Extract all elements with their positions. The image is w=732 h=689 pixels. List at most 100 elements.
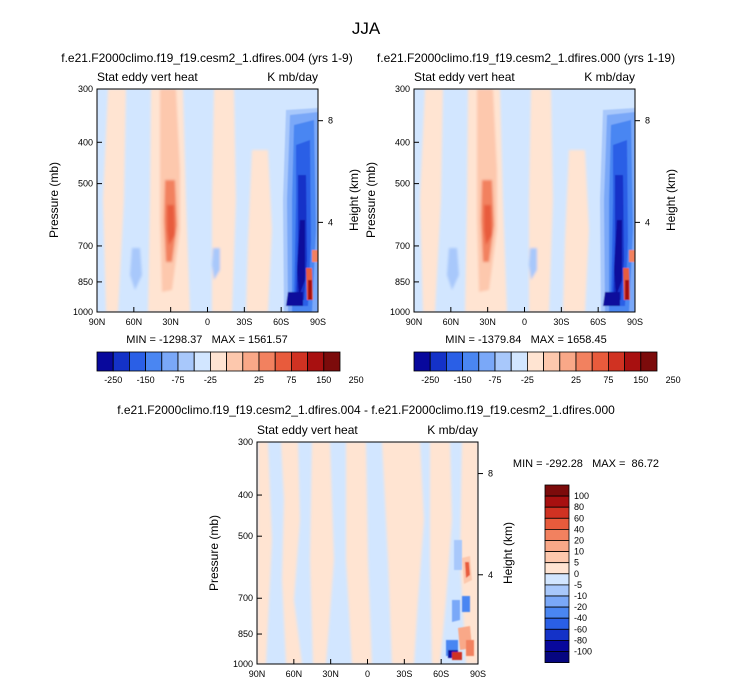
- panel-3-warm-patch-4: [452, 652, 462, 660]
- colorbar-box: [429, 351, 447, 372]
- panel-1-hot-spot-3: [312, 250, 318, 262]
- panel-1-title: f.e21.F2000climo.f19_f19.cesm2_1.dfires.…: [61, 51, 352, 65]
- y-tick-label: 400: [238, 490, 253, 500]
- y-tick-label: 300: [395, 84, 410, 94]
- panel-1-warm-plume-peak: [167, 205, 175, 245]
- y-tick-label: 500: [395, 179, 410, 189]
- panel-2-cool-patch-north: [447, 248, 459, 290]
- panel-1-warm-band-west: [103, 89, 126, 312]
- x-tick-label: 30N: [162, 317, 179, 327]
- colorbar-label: 250: [349, 375, 364, 385]
- y-tick-label: 300: [238, 437, 253, 447]
- colorbar-label: 150: [316, 375, 331, 385]
- panel-3-warm-strip-2: [281, 442, 302, 664]
- colorbar-label: 80: [574, 502, 584, 512]
- colorbar-box: [177, 351, 195, 372]
- panel-3-title: f.e21.F2000climo.f19_f19.cesm2_1.dfires.…: [117, 403, 615, 417]
- colorbar-label: -25: [204, 375, 217, 385]
- colorbar-box: [494, 351, 512, 372]
- colorbar-label: -10: [574, 591, 587, 601]
- colorbar-box: [209, 351, 227, 372]
- colorbar-box: [544, 506, 570, 519]
- colorbar-box: [544, 584, 570, 597]
- colorbar-label: -75: [171, 375, 184, 385]
- colorbar-box: [290, 351, 308, 372]
- panel-3-warm-strip-5: [382, 442, 424, 664]
- panel-2-cold-region-7: [603, 292, 620, 306]
- panel-2-cool-patch-tropics: [529, 248, 537, 280]
- panel-2-hot-spot-2: [625, 280, 629, 300]
- colorbar-box: [527, 351, 545, 372]
- y-tick-label: 850: [395, 277, 410, 287]
- panel-2-y-axis: 300 400 500 700 850 1000: [390, 84, 419, 317]
- colorbar-label: -250: [421, 375, 439, 385]
- panel-1-colorbar: -250 -150 -75 -25 25 75 150 250: [96, 351, 364, 385]
- colorbar-label: -5: [574, 580, 582, 590]
- x-tick-label: 90S: [627, 317, 643, 327]
- x-tick-label: 90S: [470, 669, 486, 679]
- colorbar-box: [226, 351, 244, 372]
- panel-1-y-axis: 300 400 500 700 850 1000: [73, 84, 102, 317]
- colorbar-box: [544, 573, 570, 586]
- colorbar-box: [445, 351, 463, 372]
- colorbar-box: [161, 351, 179, 372]
- colorbar-box: [544, 540, 570, 553]
- x-tick-label: 60S: [273, 317, 289, 327]
- panel-3-y-right-axis: 84: [478, 469, 493, 580]
- colorbar-box: [544, 495, 570, 508]
- colorbar-box: [544, 551, 570, 564]
- panel-3-cool-patch-2: [452, 600, 460, 622]
- panel-1-x-axis: 90N 60N 30N 0 30S 60S 90S: [89, 307, 326, 327]
- panel-2-min-max: MIN = -1379.84 MAX = 1658.45: [445, 334, 606, 346]
- colorbar-box: [640, 351, 658, 372]
- panel-3-ylabel: Pressure (mb): [207, 515, 221, 591]
- colorbar-label: 150: [633, 375, 648, 385]
- page-title: JJA: [352, 19, 381, 38]
- x-tick-label: 90N: [89, 317, 106, 327]
- panel-2-hot-spot-3: [629, 250, 635, 262]
- colorbar-label: -80: [574, 635, 587, 645]
- colorbar-label: 10: [574, 547, 584, 557]
- colorbar-box: [145, 351, 163, 372]
- colorbar-label: 20: [574, 536, 584, 546]
- panel-1: f.e21.F2000climo.f19_f19.cesm2_1.dfires.…: [47, 51, 364, 385]
- y-right-tick-label: 4: [328, 217, 333, 227]
- y-tick-label: 850: [238, 629, 253, 639]
- x-tick-label: 30S: [236, 317, 252, 327]
- x-tick-label: 30N: [322, 669, 339, 679]
- panel-2-warm-band-south: [563, 150, 589, 312]
- panel-1-cool-patch-tropics: [212, 248, 220, 280]
- colorbar-box: [323, 351, 341, 372]
- panel-2-warm-band-west: [420, 89, 443, 312]
- panel-3-warm-patch-5: [466, 640, 474, 656]
- panel-3-warm-strip-6: [430, 442, 452, 664]
- panel-2-y-right-axis: 84: [635, 116, 650, 227]
- panel-3-warm-strip-3: [310, 442, 334, 664]
- colorbar-box: [510, 351, 528, 372]
- colorbar-box: [544, 640, 570, 652]
- panel-3-warm-patch-2: [465, 562, 470, 578]
- x-tick-label: 0: [205, 317, 210, 327]
- colorbar-label: -250: [104, 375, 122, 385]
- panel-3-plot-area: [257, 442, 478, 664]
- panel-1-plot-area: [97, 89, 318, 312]
- panel-2-colorbar: -250 -150 -75 -25 25 75 150 250: [413, 351, 681, 385]
- colorbar-label: -75: [488, 375, 501, 385]
- y-tick-label: 700: [78, 241, 93, 251]
- panel-3-cool-patch-3: [462, 596, 470, 612]
- colorbar-label: -40: [574, 613, 587, 623]
- colorbar-label: 5: [574, 558, 579, 568]
- panel-1-warm-band-south: [246, 150, 272, 312]
- y-tick-label: 400: [78, 137, 93, 147]
- colorbar-label: 250: [666, 375, 681, 385]
- colorbar-box: [258, 351, 276, 372]
- panel-2-ylabel: Pressure (mb): [364, 162, 378, 238]
- panel-3-x-axis: 90N 60N 30N 0 30S 60S 90S: [249, 659, 486, 679]
- y-tick-label: 700: [395, 241, 410, 251]
- y-tick-label: 1000: [390, 307, 410, 317]
- colorbar-box: [544, 529, 570, 541]
- x-tick-label: 90S: [310, 317, 326, 327]
- panel-2-plot-area: [414, 89, 635, 312]
- colorbar-box: [462, 351, 480, 372]
- panel-1-hot-spot-2: [308, 280, 312, 300]
